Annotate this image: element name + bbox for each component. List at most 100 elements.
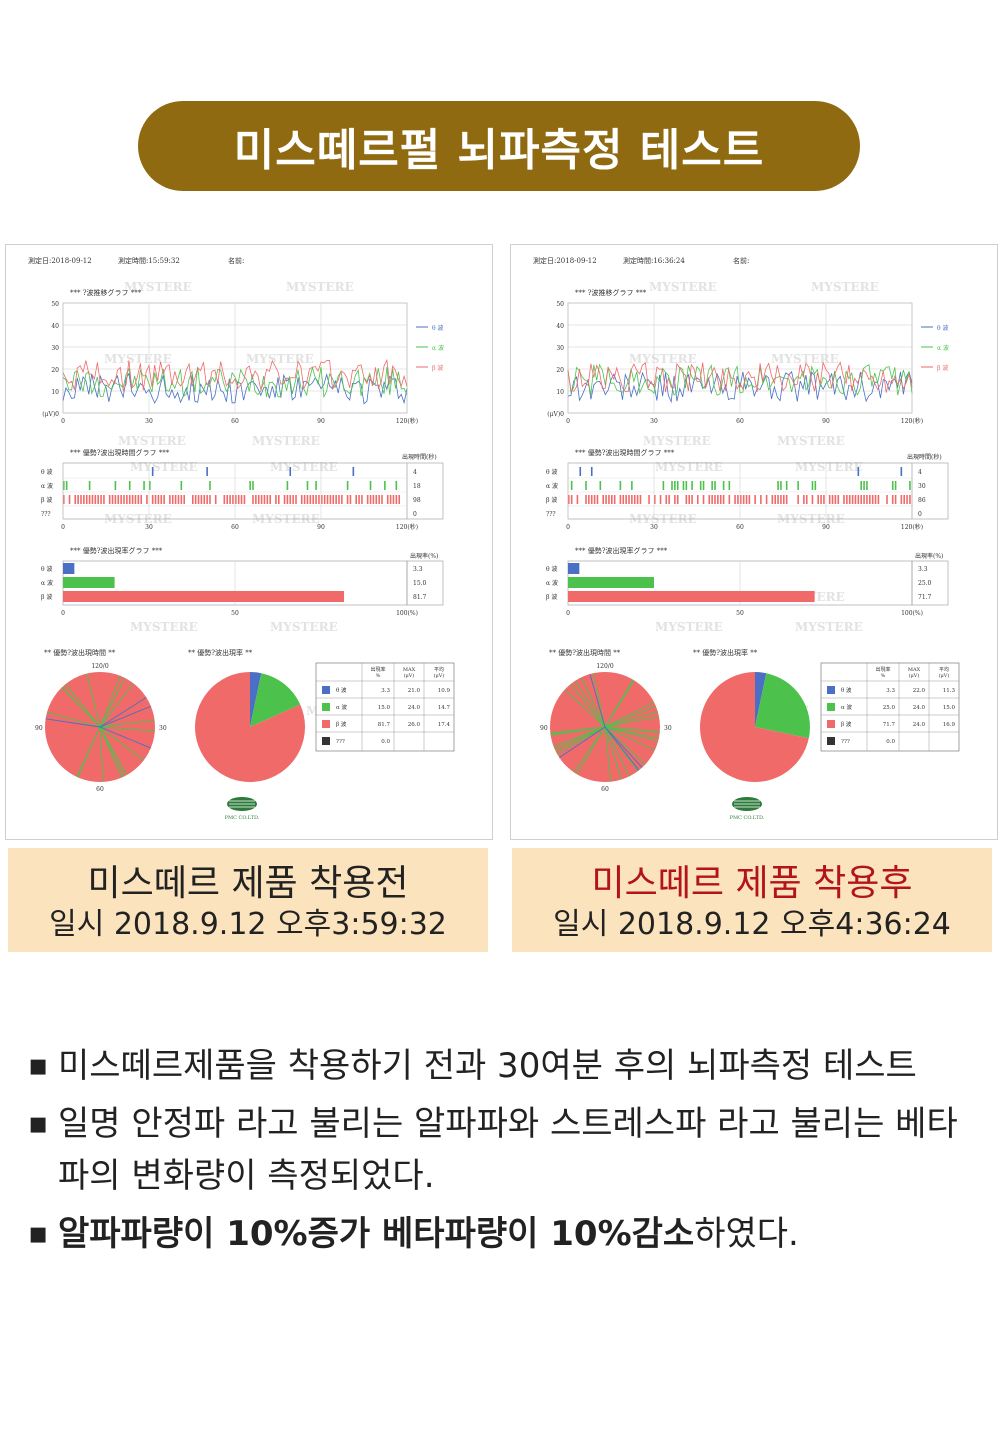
time-graph-mark <box>636 495 639 504</box>
time-graph-mark <box>900 467 903 476</box>
time-graph-mark <box>619 481 622 490</box>
time-graph-mark <box>369 481 372 490</box>
time-graph-mark <box>785 481 788 490</box>
watermark-text: MYSTERE <box>811 280 879 294</box>
pie-time-slice <box>550 726 606 735</box>
time-graph-mark <box>886 495 888 504</box>
time-graph-mark <box>63 481 65 490</box>
time-graph-value: 4 <box>918 469 922 476</box>
trend-y-tick: 30 <box>51 345 59 352</box>
time-graph-mark <box>900 495 903 504</box>
watermark-text: MYSTERE <box>130 620 198 634</box>
time-graph-mark <box>699 481 702 490</box>
watermark-text: MYSTERE <box>118 434 186 448</box>
time-graph-mark <box>877 495 880 504</box>
legend-label: θ 波 <box>937 324 949 332</box>
time-graph-mark <box>631 481 633 490</box>
rate-graph-value: 81.7 <box>413 594 427 601</box>
time-graph-mark <box>361 495 363 504</box>
time-graph-mark <box>817 495 819 504</box>
time-graph-mark <box>83 495 85 504</box>
time-graph-mark <box>338 495 340 504</box>
time-graph-value: 4 <box>413 469 417 476</box>
time-graph-mark <box>114 481 117 490</box>
time-graph-mark <box>590 495 593 504</box>
pie-time-slice <box>99 719 155 728</box>
summary-table-avg: 10.9 <box>438 688 451 694</box>
time-graph-x-tick: 60 <box>736 524 744 531</box>
time-graph-mark <box>352 467 355 476</box>
summary-table-rate: 3.3 <box>886 688 895 694</box>
report-time: 測定時間:15:59:32 <box>118 256 180 265</box>
rate-graph-x-tick: 0 <box>566 610 570 617</box>
caption-after-date: 일시 2018.9.12 오후4:36:24 <box>553 907 951 942</box>
time-graph-mark <box>608 495 610 504</box>
time-graph-mark <box>386 495 389 504</box>
trend-x-tick: 120(秒) <box>396 417 418 425</box>
trend-series-line <box>62 372 408 405</box>
rate-graph-bar <box>63 577 115 588</box>
time-graph-mark <box>283 495 286 504</box>
watermark-text: MYSTERE <box>655 620 723 634</box>
time-graph-mark <box>249 481 251 490</box>
time-graph-mark <box>232 495 234 504</box>
rate-graph-value: 71.7 <box>918 594 932 601</box>
summary-table-header: MAX <box>403 667 416 673</box>
report-time: 測定時間:16:36:24 <box>623 256 685 265</box>
summary-table-header-unit: % <box>881 673 886 679</box>
time-graph-value: 0 <box>413 511 417 518</box>
note-text: 일명 안정파 라고 불리는 알파파와 스트레스파 라고 불리는 베타파의 변화량… <box>58 1104 958 1196</box>
summary-table-label: α 波 <box>841 703 852 711</box>
pie-time-slice <box>604 726 659 742</box>
time-graph-mark <box>315 495 317 504</box>
time-graph-mark <box>312 495 314 504</box>
pmc-logo-text: PMC CO.LTD. <box>225 815 260 821</box>
time-graph-mark <box>688 495 690 504</box>
time-graph-mark <box>659 495 662 504</box>
rate-graph-row-label: β 波 <box>41 593 52 601</box>
time-graph-mark <box>737 495 739 504</box>
time-graph-row-label: ??? <box>41 511 51 518</box>
time-graph-mark <box>252 495 254 504</box>
pie-time-slice <box>592 673 606 728</box>
time-graph-mark <box>588 495 590 504</box>
watermark-text: MYSTERE <box>270 460 338 474</box>
pie-time-slice <box>604 726 643 768</box>
pie-time-slice <box>65 683 101 728</box>
time-graph-mark <box>780 481 782 490</box>
trend-y-tick: 20 <box>51 367 59 374</box>
time-graph-mark <box>80 495 82 504</box>
pie-time-slice <box>99 726 125 777</box>
rate-graph-x-tick: 50 <box>231 610 239 617</box>
time-graph-x-tick: 120(秒) <box>901 523 923 531</box>
time-graph-mark <box>68 495 71 504</box>
pie-time-title: ** 優勢?波出現時間 ** <box>549 648 621 657</box>
time-graph-mark <box>395 481 398 490</box>
time-graph-mark <box>321 495 323 504</box>
trend-y-tick: 50 <box>51 301 59 308</box>
time-graph-mark <box>392 495 395 504</box>
pie-time-slice <box>589 673 606 728</box>
legend-label: θ 波 <box>432 324 444 332</box>
time-graph-mark <box>117 495 120 504</box>
watermark-text: MYSTERE <box>252 434 320 448</box>
time-graph-mark <box>797 495 799 504</box>
time-graph-mark <box>149 481 151 490</box>
summary-table-label: α 波 <box>336 703 347 711</box>
summary-table-swatch <box>827 686 835 694</box>
time-graph-mark <box>160 495 163 504</box>
time-graph-mark <box>585 495 587 504</box>
time-graph-mark <box>685 495 688 504</box>
trend-y-tick: 10 <box>51 389 59 396</box>
time-graph-mark <box>286 495 289 504</box>
pie-rate-slice <box>755 672 767 727</box>
time-graph-mark <box>235 495 237 504</box>
summary-table-rate: 0.0 <box>886 739 895 745</box>
pie-time-slice <box>604 726 612 782</box>
pie-time-slice <box>45 718 101 728</box>
pie-time-slice <box>604 680 635 728</box>
time-graph-mark <box>143 481 145 490</box>
time-graph-row-label: β 波 <box>546 496 557 504</box>
pie-time-bottom-label: 60 <box>601 786 609 793</box>
time-graph-mark <box>91 495 94 504</box>
